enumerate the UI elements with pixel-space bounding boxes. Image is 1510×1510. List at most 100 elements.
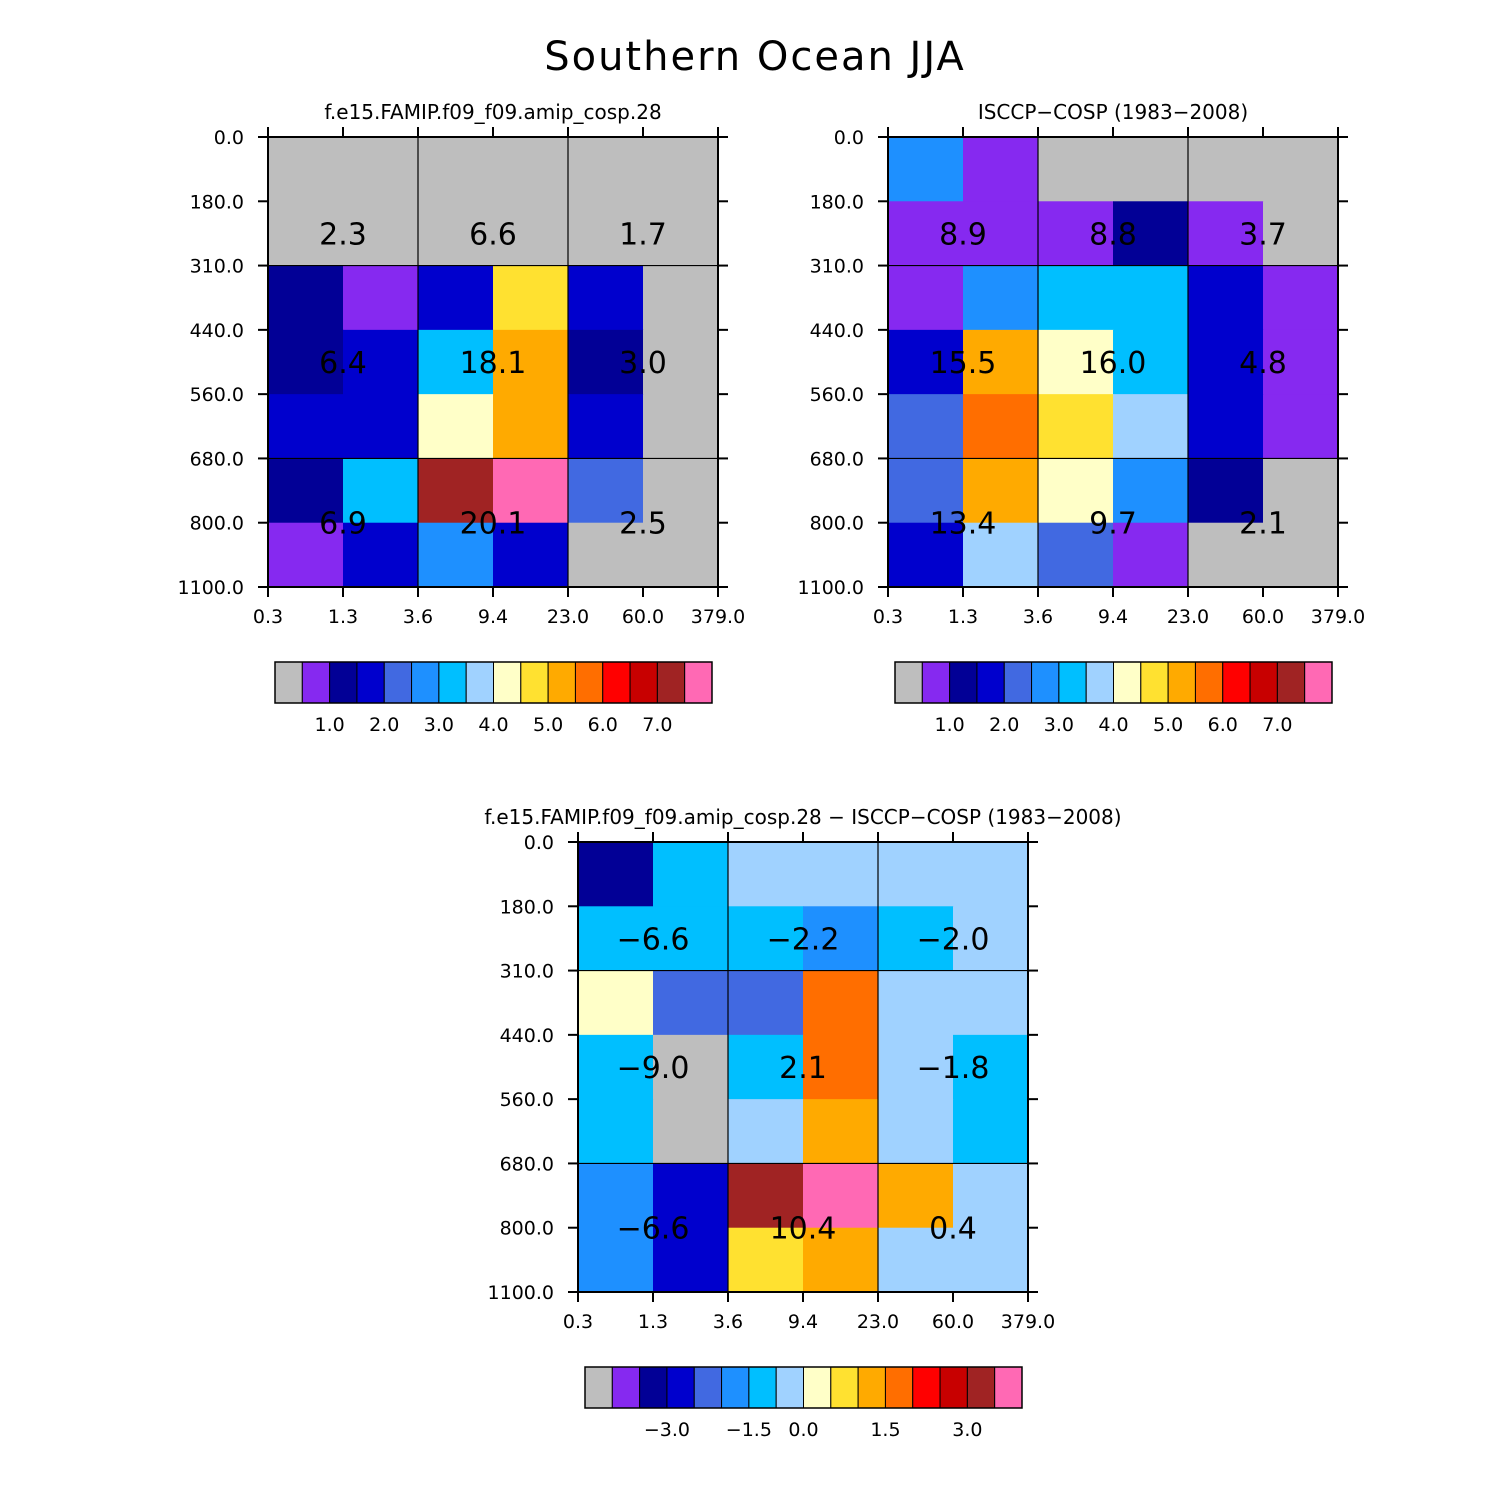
heatmap-cell <box>653 1034 729 1100</box>
box-value: 2.1 <box>1239 507 1287 542</box>
y-tick-label: 560.0 <box>190 384 244 406</box>
heatmap-cell <box>268 329 344 395</box>
heatmap-cell <box>568 458 644 524</box>
heatmap-cell <box>803 1227 879 1293</box>
heatmap-cell <box>1263 137 1339 202</box>
box-value: 2.5 <box>619 507 667 542</box>
heatmap-cell <box>1113 329 1189 395</box>
colorbar-swatch <box>1194 661 1224 704</box>
heatmap-cell <box>803 1163 879 1229</box>
heatmap-cell <box>1038 522 1114 588</box>
colorbar-swatch <box>411 661 440 704</box>
panel-title: ISCCP−COSP (1983−2008) <box>978 100 1248 124</box>
heatmap-cell <box>268 522 344 588</box>
heatmap-cell <box>418 137 494 202</box>
colorbar-label: 1.0 <box>315 714 345 736</box>
colorbar-swatch <box>1140 661 1169 704</box>
box-value: −6.6 <box>617 922 690 957</box>
box-value: 3.0 <box>619 346 667 381</box>
colorbar-swatch <box>639 1366 668 1409</box>
panels: f.e15.FAMIP.f09_f09.amip_cosp.28 2.3 6.6 1.… <box>178 100 1366 1441</box>
box-value: −6.6 <box>617 1212 690 1247</box>
heatmap-cell <box>953 842 1029 907</box>
heatmap-cell <box>803 970 879 1036</box>
y-tick-label: 800.0 <box>810 513 864 535</box>
colorbar-label: 1.0 <box>935 714 965 736</box>
colorbar-swatch <box>1003 661 1033 704</box>
heatmap-cell <box>418 265 494 331</box>
heatmap-cell <box>888 201 964 267</box>
heatmap-cell <box>578 1227 654 1293</box>
heatmap-cell <box>803 1034 879 1100</box>
box-value: 6.6 <box>469 217 517 252</box>
colorbar-swatch <box>438 661 467 704</box>
heatmap-cell <box>568 201 644 267</box>
colorbar-label: 0.0 <box>788 1419 818 1441</box>
colorbar-swatch <box>721 1366 750 1409</box>
heatmap-cell <box>578 842 654 907</box>
heatmap-cell <box>963 265 1039 331</box>
y-tick-label: 180.0 <box>190 191 244 213</box>
box-value: 6.4 <box>319 346 367 381</box>
colorbar-label: 7.0 <box>642 714 672 736</box>
heatmap-cell <box>1038 329 1114 395</box>
heatmap-cell <box>728 1099 804 1165</box>
y-tick-label: 0.0 <box>524 832 554 854</box>
heatmap-cell <box>878 970 954 1036</box>
heatmap-cell <box>268 458 344 524</box>
heatmap-cell <box>643 329 719 395</box>
heatmap-cell <box>578 906 654 972</box>
y-tick-label: 800.0 <box>500 1218 554 1240</box>
colorbar: −3.0 −1.5 0.0 1.5 3.0 <box>584 1366 1023 1441</box>
colorbar-swatch <box>1276 661 1306 704</box>
heatmap-cell <box>1188 394 1264 460</box>
heatmap-cell <box>268 394 344 460</box>
heatmap-cell <box>568 522 644 588</box>
x-tick-label: 23.0 <box>857 1311 899 1333</box>
heatmap-cell <box>493 137 569 202</box>
colorbar-swatch <box>584 1366 613 1409</box>
y-tick-label: 1100.0 <box>798 577 864 599</box>
heatmap-cell <box>728 842 804 907</box>
colorbar-swatch <box>666 1366 695 1409</box>
heatmap-cell <box>1113 201 1189 267</box>
colorbar-label: 4.0 <box>1098 714 1128 736</box>
colorbar-label: 6.0 <box>588 714 618 736</box>
heatmap-cell <box>803 1099 879 1165</box>
heatmap-cell <box>1038 265 1114 331</box>
x-tick-label: 3.6 <box>713 1311 743 1333</box>
heatmap-cell <box>653 970 729 1036</box>
heatmap-cell <box>728 1227 804 1293</box>
heatmap-cell <box>1113 137 1189 202</box>
heatmap-cell <box>953 1099 1029 1165</box>
box-value: 0.4 <box>929 1212 977 1247</box>
x-tick-label: 1.3 <box>948 606 978 628</box>
heatmap-cell <box>1188 458 1264 524</box>
x-tick-label: 60.0 <box>1242 606 1284 628</box>
heatmap-cell <box>1263 329 1339 395</box>
x-tick-label: 0.3 <box>563 1311 593 1333</box>
x-tick-label: 23.0 <box>1167 606 1209 628</box>
y-tick-label: 440.0 <box>190 320 244 342</box>
colorbar-swatch <box>1222 661 1251 704</box>
heatmap-cell <box>1188 201 1264 267</box>
colorbar-label: 3.0 <box>1044 714 1074 736</box>
heatmap-cell <box>963 394 1039 460</box>
heatmap-cell <box>878 906 954 972</box>
heatmap-cell <box>418 329 494 395</box>
colorbar-frame <box>274 661 713 704</box>
heatmap-cell <box>963 329 1039 395</box>
heatmap-cell <box>643 458 719 524</box>
heatmap-cell <box>1263 522 1339 588</box>
box-value: 4.8 <box>1239 346 1287 381</box>
colorbar-swatch <box>921 661 951 704</box>
x-tick-label: 1.3 <box>328 606 358 628</box>
heatmap-cell <box>1188 522 1264 588</box>
heatmap-cell <box>1188 137 1264 202</box>
colorbar-label: 4.0 <box>478 714 508 736</box>
heatmap-cell <box>653 842 729 907</box>
y-tick-label: 0.0 <box>214 127 244 149</box>
box-value: 13.4 <box>930 507 997 542</box>
heatmap-cell <box>963 137 1039 202</box>
